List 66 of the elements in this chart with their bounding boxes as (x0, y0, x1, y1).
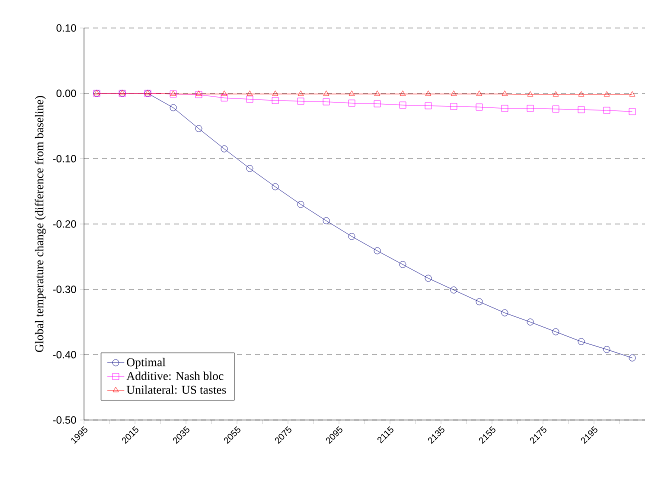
y-tick-label: 0.10 (56, 24, 76, 32)
point (298, 90, 304, 96)
point (272, 183, 279, 190)
point (374, 247, 381, 254)
point (297, 201, 304, 208)
point (323, 90, 330, 96)
y-axis-title: Global temperature change (difference from baseline) (34, 96, 46, 352)
y-tick-label: -0.20 (53, 220, 76, 228)
point (322, 98, 330, 106)
point (348, 233, 356, 240)
point (221, 90, 228, 96)
point (220, 145, 228, 152)
point (297, 98, 304, 105)
point (196, 90, 202, 96)
point (220, 94, 228, 102)
point (476, 298, 483, 306)
point (603, 106, 610, 114)
point (246, 96, 254, 103)
point (399, 261, 406, 268)
point (552, 106, 560, 112)
y-tick-label: -0.10 (53, 154, 76, 162)
point (578, 91, 584, 96)
point (170, 104, 177, 112)
point (450, 103, 458, 110)
point (450, 286, 458, 294)
point (501, 309, 508, 316)
point (527, 91, 534, 96)
y-tick-label: -0.40 (53, 350, 76, 358)
point (552, 328, 560, 336)
point (425, 90, 432, 96)
point (552, 91, 559, 96)
point (526, 104, 534, 112)
point (629, 91, 636, 96)
y-tick-label: -0.50 (53, 416, 76, 424)
point (348, 100, 356, 107)
point (628, 108, 636, 116)
point (195, 91, 202, 98)
point (628, 354, 636, 362)
point (526, 318, 534, 326)
point (272, 97, 279, 104)
y-tick-label: 0.00 (56, 90, 76, 98)
point (450, 90, 457, 96)
point (399, 102, 406, 108)
legend-label: Additive: Nash bloc (126, 372, 224, 380)
point (374, 100, 381, 108)
point (424, 274, 432, 282)
point (603, 346, 610, 353)
point (604, 91, 610, 96)
point (272, 90, 278, 96)
point (348, 90, 355, 96)
point (424, 102, 432, 110)
y-tick-label: -0.30 (53, 286, 76, 294)
point (374, 90, 380, 96)
point (476, 90, 482, 96)
point (246, 90, 253, 96)
legend-label: Optimal (126, 358, 166, 369)
legend-label: Unilateral: US tastes (126, 385, 226, 394)
point (246, 165, 254, 172)
point (578, 338, 585, 345)
point (322, 217, 330, 224)
point (476, 104, 483, 110)
point (578, 106, 585, 114)
point (400, 90, 406, 96)
point (502, 90, 508, 96)
point (501, 104, 508, 112)
point (195, 125, 202, 132)
